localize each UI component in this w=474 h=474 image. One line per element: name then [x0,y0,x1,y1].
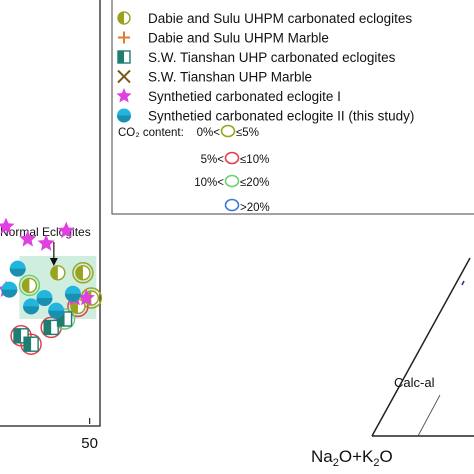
data-point [48,302,65,319]
legend: Dabie and Sulu UHPM carbonated eclogites… [111,0,474,215]
marker-fill [22,278,30,293]
co2-range-end: ≤20% [240,177,269,189]
data-point [57,221,75,239]
co2-ring-swatch [224,174,240,188]
co2-range-start: 0%< [197,127,221,139]
data-point [50,265,66,281]
ternary-fractionation-mark [461,280,465,286]
marker-fill [24,337,32,352]
data-point [23,298,40,315]
data-point [37,234,55,251]
marker-fill [50,265,58,280]
plot-frame [0,0,101,427]
legend-marker [116,88,132,103]
data-point [21,277,38,294]
legend-label: Dabie and Sulu UHPM carbonated eclogites [148,11,412,26]
marker-shade [48,310,65,319]
marker-fill [44,320,52,335]
marker-star [37,234,55,251]
marker-fill [75,265,83,280]
legend-series-list: Dabie and Sulu UHPM carbonated eclogites… [116,11,414,124]
legend-label: S.W. Tianshan UHP carbonated eclogites [148,50,396,65]
co2-legend-title: CO₂ content: [118,127,184,139]
data-point [64,285,81,302]
marker-fill [118,51,124,63]
data-point [0,217,15,234]
legend-label: Dabie and Sulu UHPM Marble [148,31,329,46]
marker-star [0,217,15,234]
data-point [75,265,91,281]
legend-marker [118,31,130,44]
co2-range-end: >20% [240,202,270,214]
ternary-field-boundary [417,394,441,437]
ternary-vertex-label: Na2O+K2O [311,447,393,469]
marker-fill [118,12,124,24]
marker-shade [23,306,40,315]
calc-alkaline-label: Calc-al [394,375,435,390]
co2-range-end: ≤5% [236,127,259,139]
legend-label: Synthetied carbonated eclogite II (this … [148,109,414,124]
scatter-panel: Normal Eclogites 50 [0,0,103,452]
marker-shade [117,115,131,123]
marker-shade [9,268,26,277]
co2-legend: CO₂ content: 0%< ≤5% 5%< ≤10% 10%< ≤20% >20% [118,124,270,214]
co2-range-start: 10%< [194,177,224,189]
marker-shade [36,298,53,306]
data-point [77,289,95,306]
co2-ring-swatch [220,124,236,138]
marker-star [77,289,95,306]
data-point [19,230,37,247]
legend-label: S.W. Tianshan UHP Marble [148,70,312,85]
data-point [1,281,18,298]
ternary-panel: Calc-al Na2O+K2O [311,257,474,469]
data-point [36,290,53,306]
legend-marker [117,69,131,84]
co2-range-start: 5%< [201,154,225,166]
marker-star [19,230,37,247]
data-point [43,319,59,336]
marker-fill [14,328,22,343]
x-tick-label: 50 [81,435,98,452]
co2-ring [18,274,41,297]
legend-label: Synthetied carbonated eclogite I [148,89,341,104]
marker-shade [64,293,81,302]
marker-star [57,221,75,239]
ternary-left-edge [371,257,471,437]
marker-shade [1,289,18,298]
co2-ring [53,308,76,330]
co2-ring [20,333,42,355]
co2-range-end: ≤10% [240,154,269,166]
normal-eclogite-arrowhead [49,258,58,266]
legend-marker [117,108,131,123]
data-point [9,260,26,277]
data-point [23,336,39,352]
co2-ring-swatch [224,198,240,212]
x-axis-ticks: 50 [81,418,98,452]
data-points [0,217,103,355]
legend-frame [111,0,474,215]
legend-marker [117,50,131,64]
marker-d2 [117,69,131,84]
co2-ring [72,262,94,284]
co2-ring [40,316,62,339]
co2-ring-swatch [224,151,240,165]
legend-marker [117,11,131,25]
marker-star [116,88,132,103]
marker-fill [57,312,65,326]
